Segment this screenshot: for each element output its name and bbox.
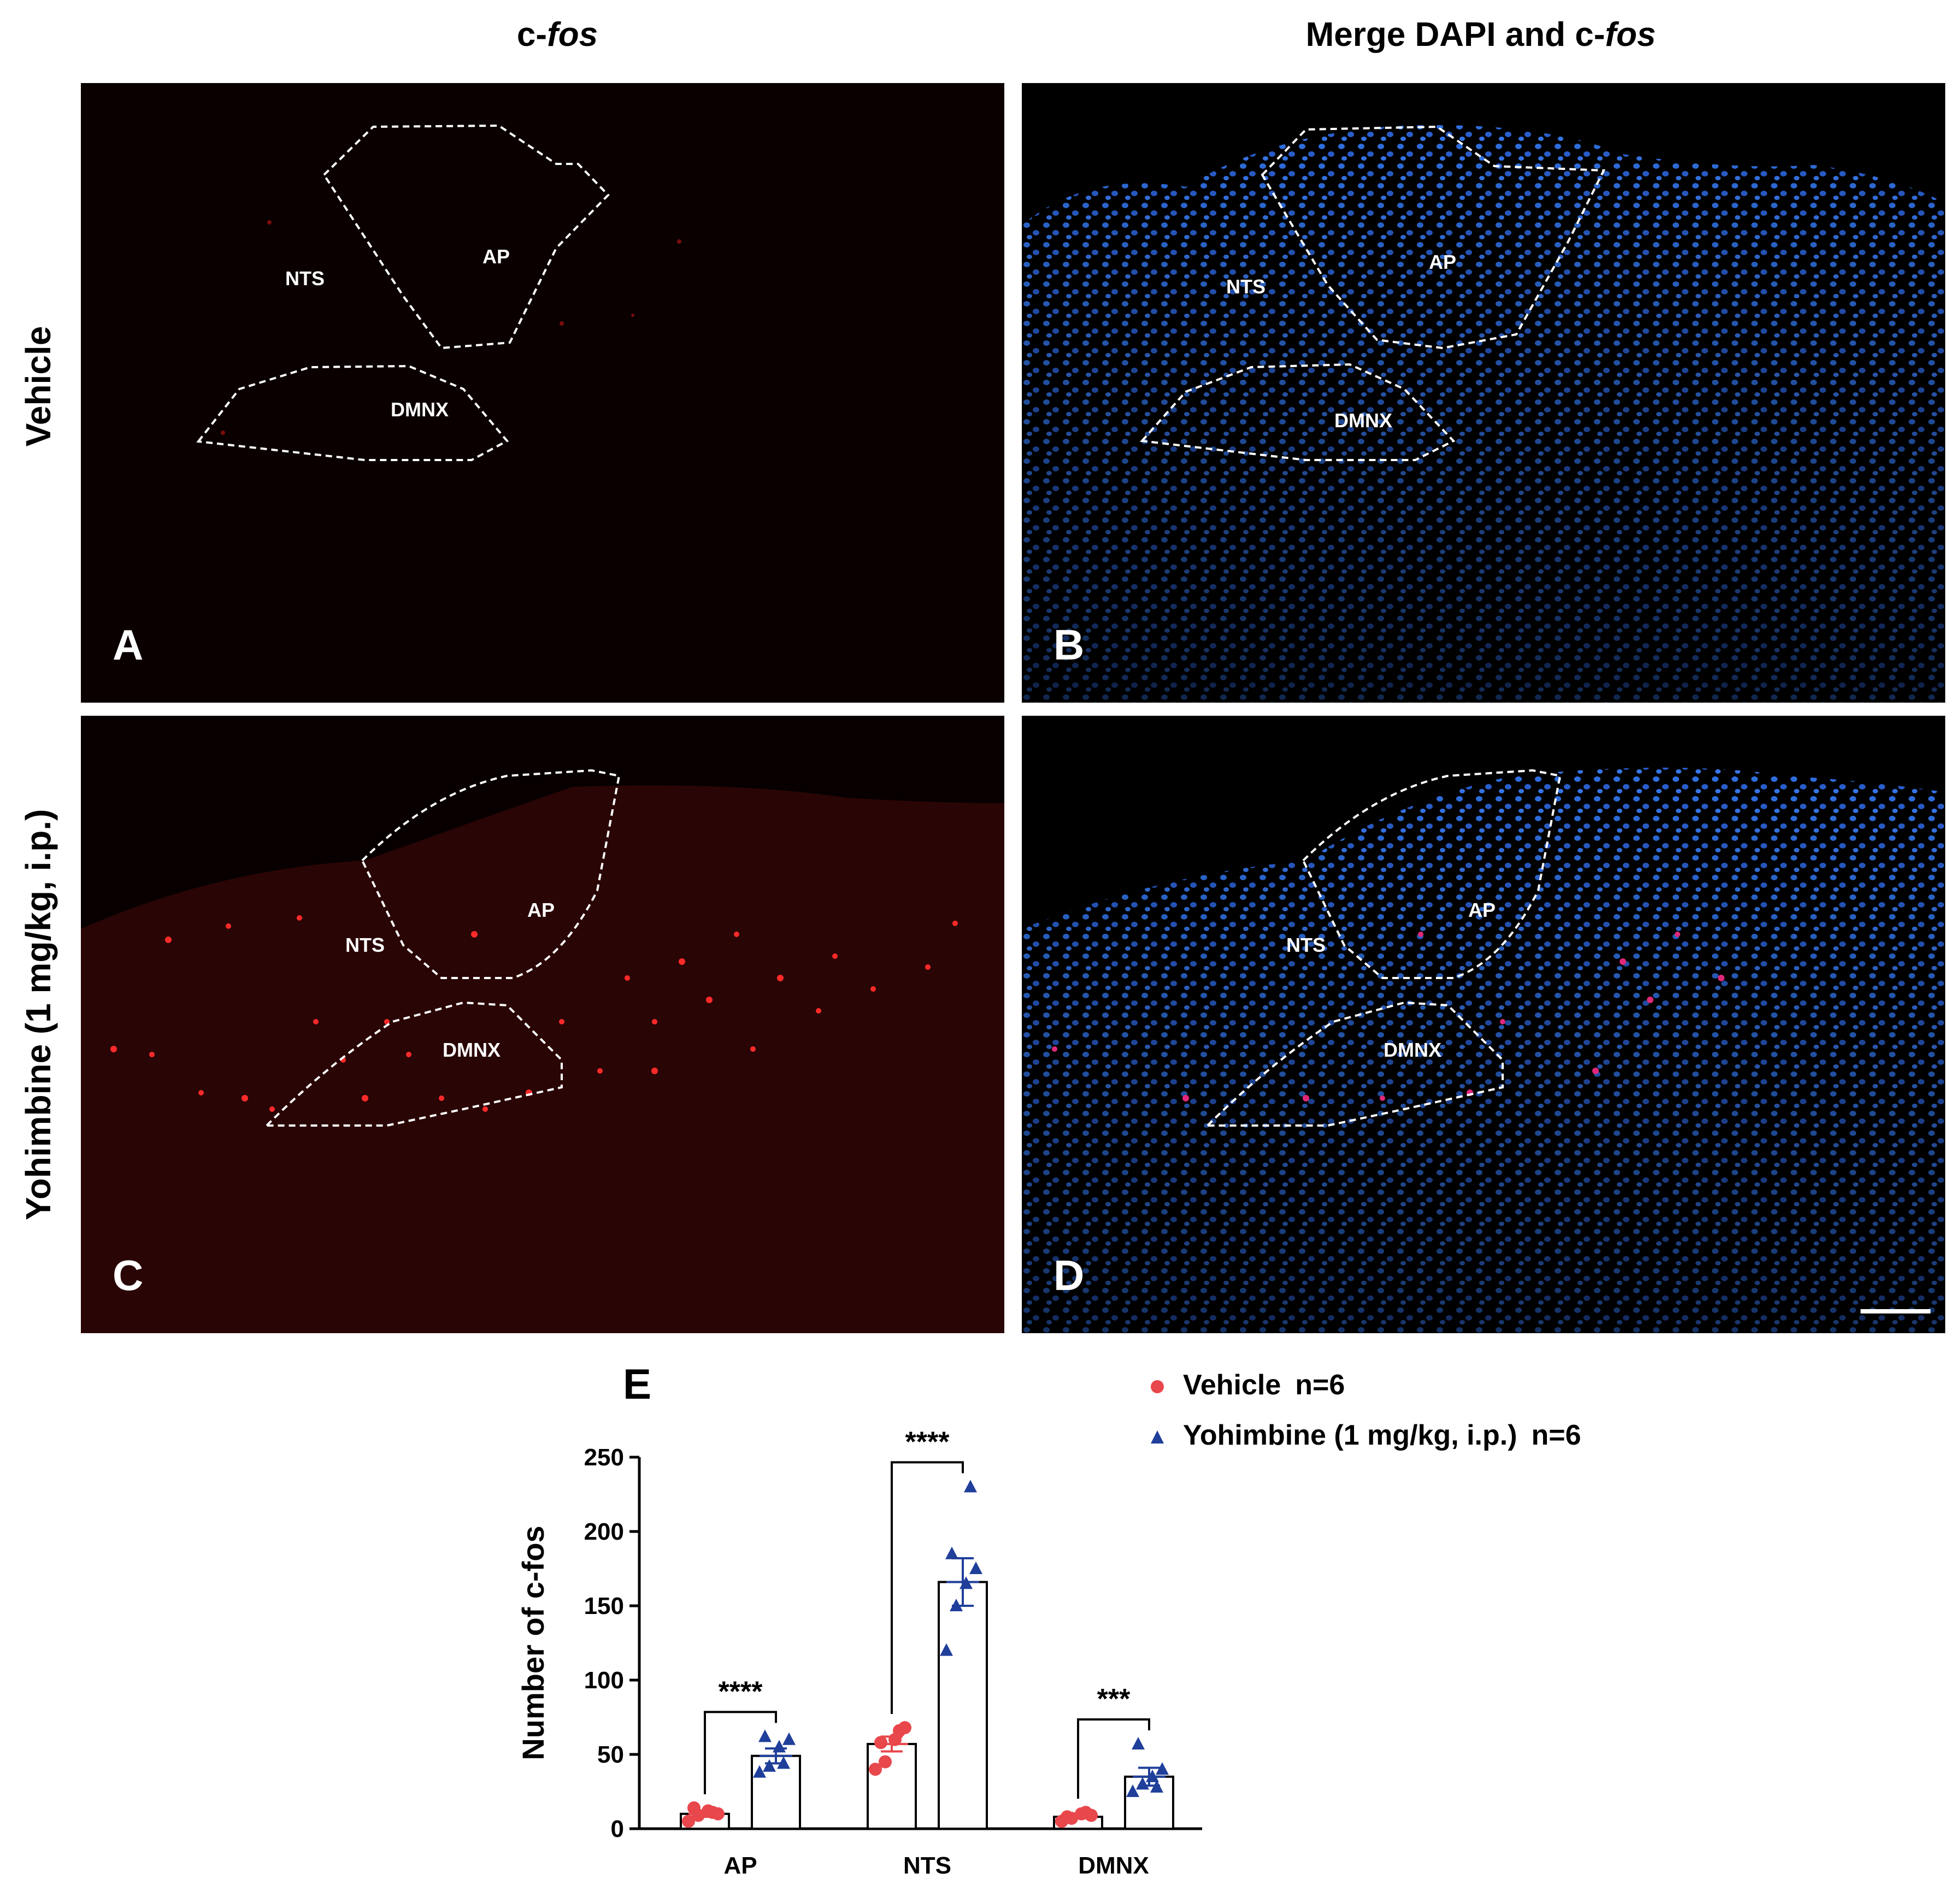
data-point — [687, 1801, 701, 1815]
scale-bar — [1861, 1309, 1930, 1313]
y-tick-label: 150 — [584, 1593, 624, 1619]
significance-label: **** — [905, 1426, 950, 1458]
data-point — [682, 1815, 695, 1828]
micrograph-panel-d: NTS AP DMNX D — [1022, 716, 1945, 1333]
x-tick-label: DMNX — [1078, 1852, 1149, 1874]
x-tick-label: AP — [723, 1852, 757, 1874]
column-title-merge: Merge DAPI and c-fos — [1257, 15, 1705, 54]
legend-circle-marker — [1151, 1380, 1164, 1394]
region-label-ap: AP — [1468, 899, 1496, 921]
region-label-dmnx: DMNX — [443, 1039, 501, 1061]
panel-letter-a: A — [113, 621, 144, 669]
region-label-nts: NTS — [1286, 934, 1326, 956]
significance-label: *** — [1097, 1683, 1131, 1715]
data-point — [874, 1736, 887, 1749]
bar — [938, 1581, 988, 1830]
data-point — [1150, 1780, 1163, 1793]
data-point — [1146, 1769, 1159, 1782]
legend-yohimbine-n: n=6 — [1531, 1419, 1581, 1451]
data-point — [964, 1480, 977, 1493]
y-tick-label: 50 — [597, 1741, 624, 1768]
data-point — [706, 1806, 719, 1819]
region-label-ap: AP — [1428, 251, 1457, 273]
legend-vehicle: Vehicle n=6 — [1150, 1369, 1345, 1401]
panel-letter-d: D — [1053, 1251, 1085, 1299]
data-point — [753, 1765, 766, 1778]
cfos-count-chart: E 0 50 100 150 200 250 Number of c-fos AP **** NTS… — [516, 1360, 1202, 1874]
panel-letter-b: B — [1053, 621, 1085, 669]
x-tick-label: NTS — [903, 1852, 951, 1874]
data-point — [1132, 1736, 1145, 1749]
row-label-vehicle: Vehicle — [19, 326, 58, 447]
legend-triangle-marker — [1151, 1430, 1164, 1444]
data-point — [1156, 1762, 1169, 1775]
bar — [867, 1742, 917, 1830]
legend-vehicle-n: n=6 — [1295, 1369, 1345, 1401]
column-title-cfos-plain: c- — [516, 16, 548, 54]
panel-letter-c: C — [113, 1251, 144, 1299]
significance-label: **** — [719, 1676, 763, 1707]
y-tick-label: 100 — [584, 1667, 624, 1694]
data-point — [1126, 1784, 1139, 1797]
y-tick-label: 200 — [584, 1518, 624, 1545]
data-point — [758, 1729, 772, 1742]
micrograph-panel-a: NTS AP DMNX A — [81, 83, 1004, 703]
micrograph-panel-b: NTS AP DMNX B — [1022, 83, 1945, 703]
y-tick-label: 250 — [584, 1444, 624, 1471]
legend-vehicle-label: Vehicle — [1183, 1369, 1281, 1401]
data-point — [940, 1643, 953, 1656]
significance-bracket — [1077, 1718, 1150, 1799]
data-point — [869, 1763, 882, 1776]
significance-bracket — [891, 1461, 964, 1715]
y-axis-label: Number of c-fos — [516, 1525, 550, 1760]
panel-letter-e: E — [623, 1360, 651, 1408]
data-point — [960, 1576, 973, 1589]
legend-yohimbine: Yohimbine (1 mg/kg, i.p.) n=6 — [1150, 1419, 1581, 1452]
data-point — [1136, 1777, 1149, 1790]
region-label-ap: AP — [527, 899, 555, 921]
row-label-yohimbine: Yohimbine (1 mg/kg, i.p.) — [19, 809, 58, 1221]
data-point — [1079, 1806, 1092, 1819]
region-label-dmnx: DMNX — [391, 398, 449, 421]
micrograph-panel-c: NTS AP DMNX C — [81, 716, 1004, 1333]
column-title-merge-plain: Merge DAPI and c- — [1305, 16, 1605, 54]
region-label-nts: NTS — [345, 934, 385, 956]
data-point — [1061, 1810, 1074, 1824]
region-label-dmnx: DMNX — [1334, 409, 1392, 432]
data-point — [969, 1562, 982, 1574]
column-title-cfos-italic: fos — [547, 16, 598, 54]
region-label-nts: NTS — [1226, 275, 1266, 298]
region-label-ap: AP — [482, 245, 510, 268]
column-title-cfos: c-fos — [448, 15, 667, 54]
data-point — [893, 1724, 906, 1737]
data-point — [777, 1756, 790, 1769]
data-point — [945, 1546, 958, 1559]
data-point — [950, 1599, 963, 1611]
legend-yohimbine-label: Yohimbine (1 mg/kg, i.p.) — [1183, 1419, 1517, 1451]
data-point — [773, 1740, 786, 1753]
region-label-nts: NTS — [285, 267, 325, 290]
region-label-dmnx: DMNX — [1384, 1039, 1441, 1061]
significance-bracket — [704, 1711, 777, 1794]
y-tick-label: 0 — [611, 1816, 624, 1842]
data-point — [763, 1759, 776, 1772]
data-point — [782, 1732, 796, 1745]
data-point — [879, 1755, 892, 1769]
column-title-merge-italic: fos — [1605, 16, 1656, 54]
